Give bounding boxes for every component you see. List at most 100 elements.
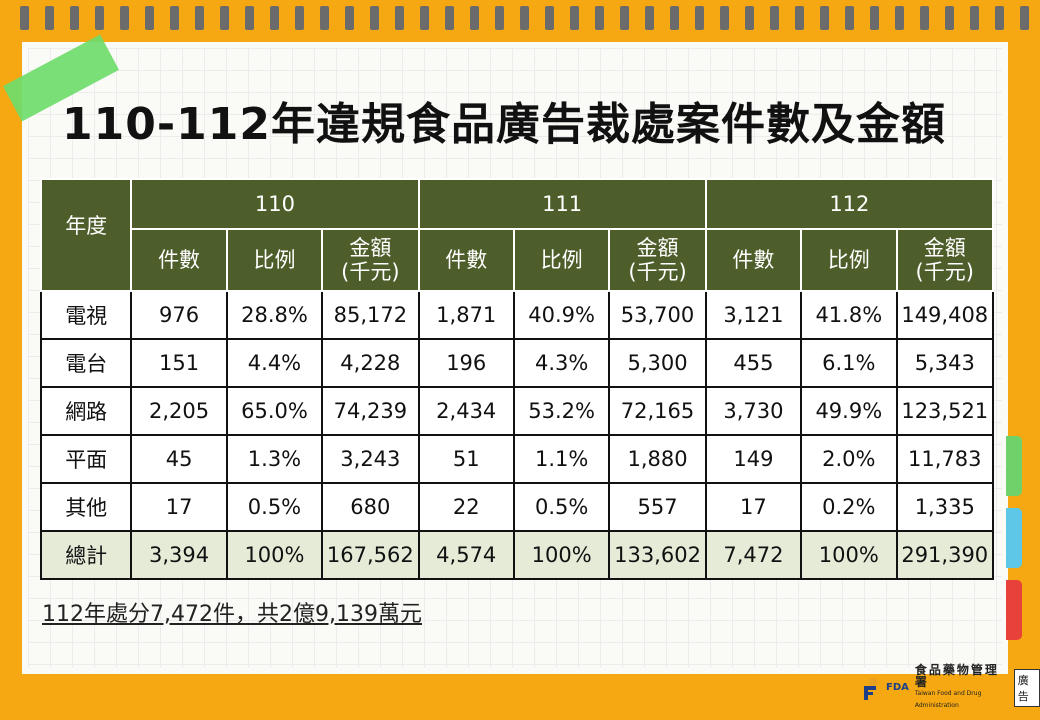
table-cell: 17 bbox=[704, 482, 803, 532]
row-label: 總計 bbox=[39, 530, 133, 580]
total-row: 總計 3,394 100% 167,562 4,574 100% 133,602 7,472 1… bbox=[39, 530, 994, 580]
binder-ring bbox=[370, 6, 379, 30]
tab-blue bbox=[1006, 508, 1022, 568]
binder-ring bbox=[270, 6, 279, 30]
amount-header-line1: 金額 bbox=[923, 236, 966, 260]
header-row-metrics: 件數 比例 金額 (千元) 件數 比例 金額 (千元) 件數 比例 金額 (千元) bbox=[41, 228, 994, 292]
table-cell: 149,408 bbox=[895, 290, 994, 340]
table-cell: 557 bbox=[608, 482, 707, 532]
table-cell: 4.3% bbox=[512, 338, 611, 388]
amount-header: 金額 (千元) bbox=[895, 228, 994, 292]
table-cell: 291,390 bbox=[895, 530, 994, 580]
amount-header-line1: 金額 bbox=[636, 236, 679, 260]
binder-ring bbox=[995, 6, 1004, 30]
table-cell: 976 bbox=[130, 290, 228, 340]
table-row: 電台 151 4.4% 4,228 196 4.3% 5,300 455 6.1% 5,343 bbox=[39, 338, 994, 388]
table-cell: 455 bbox=[704, 338, 803, 388]
binder-ring bbox=[820, 6, 829, 30]
table-cell: 0.5% bbox=[225, 482, 324, 532]
table-cell: 0.5% bbox=[512, 482, 611, 532]
ratio-header: 比例 bbox=[800, 228, 898, 292]
table-cell: 151 bbox=[130, 338, 228, 388]
table-cell: 1,871 bbox=[417, 290, 515, 340]
table-cell: 40.9% bbox=[512, 290, 611, 340]
table-cell: 74,239 bbox=[321, 386, 420, 436]
row-label: 平面 bbox=[39, 434, 133, 484]
binder-ring bbox=[1020, 6, 1029, 30]
binder-ring bbox=[320, 6, 329, 30]
table-cell: 196 bbox=[417, 338, 515, 388]
binder-ring bbox=[495, 6, 504, 30]
amount-header-line1: 金額 bbox=[349, 236, 392, 260]
ratio-header: 比例 bbox=[225, 228, 324, 292]
table-cell: 28.8% bbox=[225, 290, 324, 340]
table-cell: 45 bbox=[130, 434, 228, 484]
org-name-en: Taiwan Food and Drug Administration bbox=[914, 690, 982, 709]
table-cell: 2,434 bbox=[417, 386, 515, 436]
binder-ring bbox=[545, 6, 554, 30]
table-cell: 11,783 bbox=[895, 434, 994, 484]
binder-ring bbox=[20, 6, 29, 30]
table-cell: 49.9% bbox=[800, 386, 898, 436]
table-cell: 2,205 bbox=[130, 386, 228, 436]
binder-ring bbox=[70, 6, 79, 30]
binder-ring bbox=[120, 6, 129, 30]
binder-ring bbox=[745, 6, 754, 30]
binder-ring bbox=[95, 6, 104, 30]
amount-header-line2: (千元) bbox=[915, 260, 974, 284]
binder-ring bbox=[445, 6, 454, 30]
binder-ring bbox=[170, 6, 179, 30]
table-row: 網路 2,205 65.0% 74,239 2,434 53.2% 72,165 3,730 4… bbox=[39, 386, 994, 436]
binder-ring bbox=[245, 6, 254, 30]
footer-note: 112年處分7,472件，共2億9,139萬元 bbox=[42, 602, 422, 627]
count-header: 件數 bbox=[417, 228, 515, 292]
tab-red bbox=[1006, 580, 1022, 640]
table-cell: 72,165 bbox=[608, 386, 707, 436]
table-cell: 123,521 bbox=[895, 386, 994, 436]
row-label: 網路 bbox=[39, 386, 133, 436]
table-cell: 5,343 bbox=[895, 338, 994, 388]
amount-header: 金額 (千元) bbox=[321, 228, 420, 292]
binder-ring bbox=[520, 6, 529, 30]
table-cell: 6.1% bbox=[800, 338, 898, 388]
binder-ring bbox=[595, 6, 604, 30]
table-cell: 3,243 bbox=[321, 434, 420, 484]
table-cell: 149 bbox=[704, 434, 803, 484]
table-cell: 1,335 bbox=[895, 482, 994, 532]
binder-ring bbox=[895, 6, 904, 30]
table-cell: 7,472 bbox=[704, 530, 803, 580]
table-cell: 133,602 bbox=[608, 530, 707, 580]
table-cell: 100% bbox=[800, 530, 898, 580]
binder-ring bbox=[770, 6, 779, 30]
table-cell: 41.8% bbox=[800, 290, 898, 340]
table-cell: 4.4% bbox=[225, 338, 324, 388]
row-label: 電台 bbox=[39, 338, 133, 388]
table-cell: 2.0% bbox=[800, 434, 898, 484]
ad-badge: 廣告 bbox=[1013, 669, 1040, 707]
table-row: 平面 45 1.3% 3,243 51 1.1% 1,880 149 2.0% 11,783 bbox=[39, 434, 994, 484]
year-111-header: 111 bbox=[417, 178, 707, 230]
binder-ring bbox=[670, 6, 679, 30]
table-cell: 53.2% bbox=[512, 386, 611, 436]
binder-ring bbox=[195, 6, 204, 30]
binder-ring bbox=[145, 6, 154, 30]
table-cell: 3,730 bbox=[704, 386, 803, 436]
table-cell: 1,880 bbox=[608, 434, 707, 484]
page-title: 110-112年違規食品廣告裁處案件數及金額 bbox=[62, 99, 946, 150]
count-header: 件數 bbox=[704, 228, 803, 292]
table-cell: 1.1% bbox=[512, 434, 611, 484]
binder-ring bbox=[620, 6, 629, 30]
binder-ring bbox=[220, 6, 229, 30]
table-cell: 100% bbox=[225, 530, 324, 580]
table-cell: 85,172 bbox=[321, 290, 420, 340]
violation-table: 年度 110 111 112 件數 比例 金額 (千元) 件數 比例 金額 (千元) 件數 比例金… bbox=[39, 178, 995, 580]
binder-ring bbox=[295, 6, 304, 30]
table-cell: 65.0% bbox=[225, 386, 324, 436]
binder-ring bbox=[470, 6, 479, 30]
table-cell: 100% bbox=[512, 530, 611, 580]
row-label: 其他 bbox=[39, 482, 133, 532]
amount-header-line2: (千元) bbox=[341, 260, 400, 284]
table-cell: 1.3% bbox=[225, 434, 324, 484]
fda-mark-icon bbox=[860, 676, 880, 700]
year-112-header: 112 bbox=[704, 178, 995, 230]
